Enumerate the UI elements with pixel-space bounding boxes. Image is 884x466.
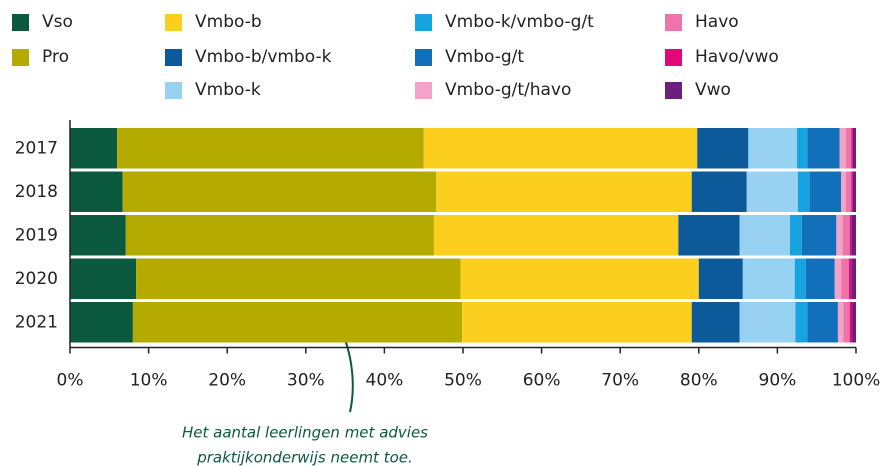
legend-swatch [165, 49, 182, 66]
legend-label: Vmbo-g/t/havo [445, 80, 571, 100]
bar-segment [834, 258, 842, 299]
bar-segment [423, 128, 698, 169]
x-tick-label: 90% [759, 371, 797, 391]
bar-segment [746, 171, 798, 212]
x-tick-label: 40% [366, 371, 404, 391]
bar-segment [851, 171, 853, 212]
bar-segment [433, 215, 679, 256]
legend-swatch [12, 14, 29, 31]
bar-segment [839, 128, 846, 169]
bar-segment [797, 128, 808, 169]
legend-label: Havo [695, 12, 739, 32]
bar-segment [807, 302, 838, 343]
bar-segment [842, 215, 850, 256]
bar-segment [845, 171, 852, 212]
bar-segment [436, 171, 692, 212]
bar-segment [852, 171, 856, 212]
x-tick-label: 70% [601, 371, 639, 391]
bar-segment [852, 128, 856, 169]
bar-segment [809, 171, 842, 212]
bar-segment [849, 302, 853, 343]
legend-label: Vmbo-k/vmbo-g/t [445, 12, 594, 32]
bar-segment [748, 128, 798, 169]
bar-segment [678, 215, 740, 256]
bar-segment [836, 215, 843, 256]
legend-swatch [665, 49, 682, 66]
bar-segment [691, 302, 740, 343]
bar-segment [841, 258, 849, 299]
bar-segment [70, 128, 118, 169]
x-tick-label: 30% [287, 371, 325, 391]
legend-swatch [665, 14, 682, 31]
bar-segment [136, 258, 461, 299]
legend-label: Havo/vwo [695, 47, 779, 67]
bar-segment [848, 258, 852, 299]
bar-segment [132, 302, 463, 343]
legend-swatch [165, 14, 182, 31]
bar-segment [851, 258, 856, 299]
bar-segment [739, 302, 796, 343]
bar-segment [795, 302, 808, 343]
annotation: Het aantal leerlingen met advies [182, 424, 428, 442]
y-tick-label: 2018 [15, 182, 58, 202]
legend-label: Vwo [695, 80, 731, 100]
x-tick-label: 20% [208, 371, 246, 391]
x-tick-label: 80% [680, 371, 718, 391]
bar-segment [460, 258, 699, 299]
y-tick-label: 2017 [15, 138, 58, 158]
bar-segment [117, 128, 424, 169]
x-tick-label: 100% [832, 371, 881, 391]
legend-label: Vmbo-g/t [445, 47, 524, 67]
bar-segment [691, 171, 747, 212]
bar-segment [70, 171, 123, 212]
legend-swatch [665, 82, 682, 99]
legend-label: Vso [42, 12, 73, 32]
bar-segment [697, 128, 749, 169]
bar-segment [851, 128, 853, 169]
bar-segment [843, 302, 850, 343]
bar-segment [70, 215, 126, 256]
legend-label: Vmbo-b/vmbo-k [195, 47, 332, 67]
legend-swatch [165, 82, 182, 99]
bar-segment [462, 302, 692, 343]
y-tick-label: 2021 [15, 312, 58, 332]
bar-segment [125, 215, 434, 256]
bar-segment [841, 171, 846, 212]
x-tick-label: 60% [523, 371, 561, 391]
bar-segment [122, 171, 437, 212]
bar-segment [698, 258, 743, 299]
bar-segment [742, 258, 795, 299]
bar-segment [807, 128, 840, 169]
x-tick-label: 10% [130, 371, 168, 391]
bar-segment [70, 258, 137, 299]
bar-segment [794, 258, 806, 299]
bar-segment [851, 215, 856, 256]
legend-label: Pro [42, 47, 69, 67]
legend-swatch [415, 82, 432, 99]
x-tick-label: 50% [444, 371, 482, 391]
bar-segment [852, 302, 856, 343]
x-tick-label: 0% [57, 371, 84, 391]
bar-segment [805, 258, 835, 299]
bar-segment [797, 171, 810, 212]
bar-segment [739, 215, 790, 256]
legend-swatch [12, 49, 29, 66]
bar-segment [789, 215, 802, 256]
y-tick-label: 2020 [15, 269, 58, 289]
bar-segment [849, 215, 852, 256]
legend-label: Vmbo-b [195, 12, 262, 32]
bar-segment [845, 128, 852, 169]
legend-swatch [415, 49, 432, 66]
annotation: praktijkonderwijs neemt toe. [196, 449, 413, 466]
y-tick-label: 2019 [15, 225, 58, 245]
bar-segment [70, 302, 133, 343]
legend-label: Vmbo-k [195, 80, 261, 100]
legend-swatch [415, 14, 432, 31]
bar-segment [837, 302, 844, 343]
bar-segment [801, 215, 837, 256]
